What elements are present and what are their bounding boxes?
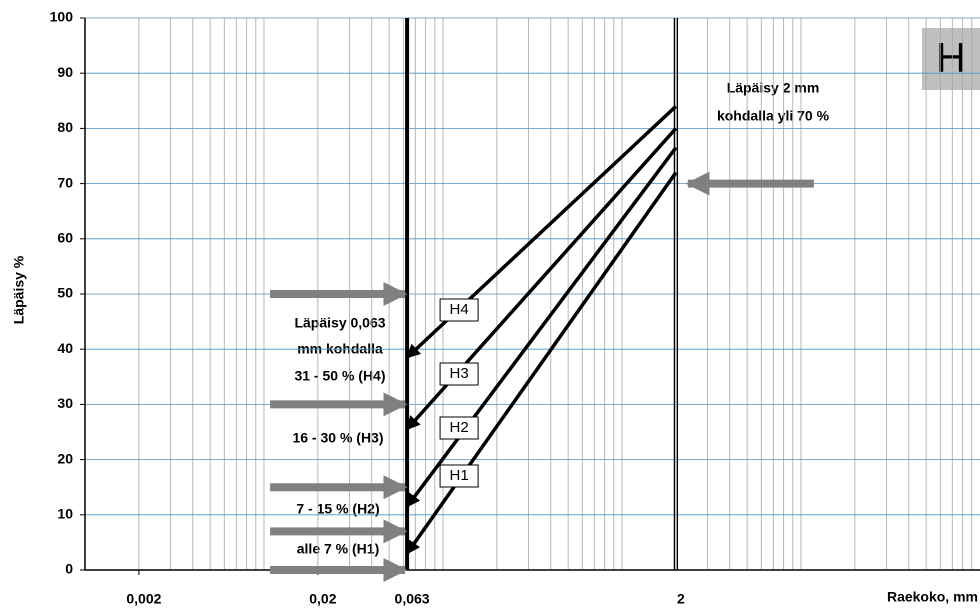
- legend-label: H2: [449, 419, 468, 436]
- y-tick-label: 60: [57, 230, 73, 246]
- legend-box: [439, 416, 479, 440]
- x-tick-label: 0,02: [309, 591, 336, 607]
- annotation: 16 - 30 % (H3): [292, 430, 383, 446]
- x-tick-label: 0,002: [126, 591, 161, 607]
- legend-box: [439, 362, 479, 386]
- x-tick-label: 0,063: [395, 591, 430, 607]
- series-line: [405, 146, 678, 508]
- legend-label: H4: [449, 301, 468, 318]
- y-tick-label: 20: [57, 450, 73, 466]
- legend-label: H3: [449, 365, 468, 382]
- x-axis-title: Raekoko, mm: [887, 589, 978, 605]
- y-tick-label: 90: [57, 64, 73, 80]
- y-tick-label: 70: [57, 174, 73, 190]
- panel-box: [922, 28, 980, 90]
- y-tick-label: 40: [57, 340, 73, 356]
- y-axis-title: Läpäisy %: [11, 255, 27, 324]
- y-tick-label: 80: [57, 119, 73, 135]
- legend-label: H1: [449, 467, 468, 484]
- y-tick-label: 30: [57, 395, 73, 411]
- annotation: mm kohdalla: [297, 341, 383, 357]
- annotation: 31 - 50 % (H4): [294, 368, 385, 384]
- y-tick-label: 100: [50, 9, 74, 25]
- y-tick-label: 0: [65, 561, 73, 577]
- plot: [80, 17, 980, 575]
- annotation: Läpäisy 0,063: [294, 315, 385, 331]
- annotation: alle 7 % (H1): [297, 541, 379, 557]
- annotation: 7 - 15 % (H2): [296, 501, 379, 517]
- legend-box: [439, 464, 479, 488]
- y-tick-label: 10: [57, 506, 73, 522]
- legend-box: [439, 298, 479, 322]
- x-tick-label: 2: [677, 591, 685, 607]
- y-tick-label: 50: [57, 285, 73, 301]
- series-line: [405, 171, 678, 555]
